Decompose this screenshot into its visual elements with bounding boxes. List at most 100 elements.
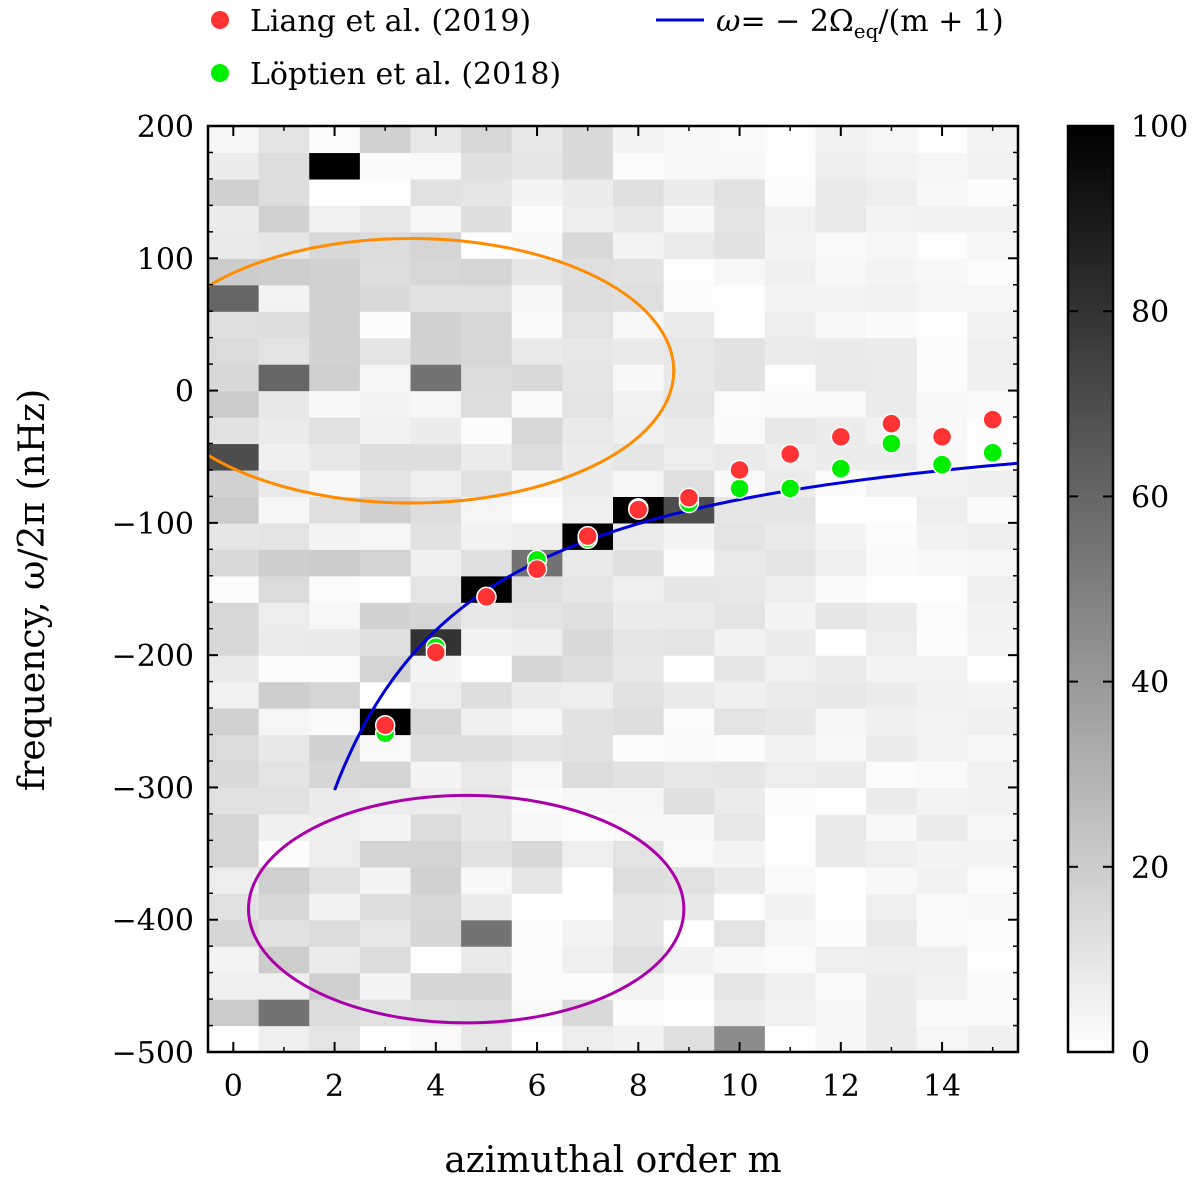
heatmap-cell (714, 205, 766, 233)
heatmap-cell (359, 469, 412, 497)
heatmap-cell (916, 575, 968, 603)
heatmap-cell (208, 655, 260, 683)
heatmap-cell (562, 575, 614, 603)
heatmap-cell (815, 734, 867, 762)
heatmap-cell (714, 681, 766, 709)
heatmap-cell (866, 337, 918, 365)
heatmap-cell (309, 152, 361, 180)
heatmap-cell (258, 681, 310, 709)
heatmap-cell (461, 364, 513, 392)
heatmap-cell (208, 549, 260, 577)
heatmap-cell (461, 919, 513, 947)
heatmap-cell (359, 390, 412, 418)
heatmap-cell (967, 522, 1019, 550)
heatmap-cell (208, 390, 260, 418)
heatmap-cell (410, 866, 462, 894)
heatmap-cell (511, 734, 563, 762)
heatmap-cell (815, 178, 867, 206)
heatmap-cell (258, 893, 310, 921)
liang-point (830, 426, 852, 448)
heatmap-cell (410, 443, 462, 471)
heatmap-cell (815, 866, 867, 894)
heatmap-cell (764, 893, 817, 921)
heatmap-cell (764, 946, 817, 974)
heatmap-cell (764, 734, 817, 762)
liang-point (982, 409, 1003, 430)
heatmap-cell (866, 205, 918, 233)
heatmap-cell (714, 337, 766, 365)
heatmap-cell (967, 364, 1019, 392)
heatmap-cell (208, 602, 260, 630)
heatmap-cell (562, 496, 614, 524)
heatmap-cell (866, 390, 918, 418)
ellipse-retrograde-low (247, 793, 686, 1025)
heatmap-cell (613, 549, 665, 577)
heatmap-cell (764, 866, 817, 894)
heatmap-cell (967, 708, 1019, 736)
heatmap-cell (309, 311, 361, 339)
heatmap-cell (309, 681, 361, 709)
legend: Liang et al. (2019) Löptien et al. (2018… (211, 4, 1004, 92)
heatmap-cell (916, 284, 968, 312)
heatmap-cell (815, 258, 867, 286)
heatmap-cell (815, 813, 867, 841)
heatmap-cell (714, 628, 766, 656)
heatmap-cell (511, 311, 563, 339)
heatmap-cell (663, 681, 715, 709)
heatmap-cell (764, 284, 817, 312)
y-tick-label: −400 (112, 904, 194, 939)
heatmap-cell (967, 602, 1019, 630)
heatmap-cell (511, 681, 563, 709)
heatmap-cell (815, 681, 867, 709)
colorbar-tick-label: 80 (1131, 295, 1169, 330)
heatmap-cell (461, 178, 513, 206)
heatmap-cell (562, 152, 614, 180)
heatmap-cell (410, 919, 462, 947)
heatmap-cell (613, 760, 665, 789)
heatmap-cell (359, 919, 412, 947)
heatmap-cell (764, 813, 817, 841)
heatmap-cell (764, 178, 817, 206)
heatmap-cell (309, 708, 361, 736)
heatmap-cell (663, 628, 715, 656)
x-tick-label: 4 (426, 1069, 445, 1104)
heatmap-cell (410, 708, 462, 736)
heatmap-cell (613, 708, 665, 736)
heatmap-cell (916, 655, 968, 683)
plot-frame (206, 124, 1020, 1054)
heatmap-cell (815, 522, 867, 550)
heatmap-cell (967, 205, 1019, 233)
heatmap-cell (511, 813, 563, 841)
heatmap-cell (764, 602, 817, 630)
heatmap-cell (511, 390, 563, 418)
heatmap-cell (208, 734, 260, 762)
heatmap-cell (916, 972, 968, 1000)
heatmap-cell (511, 522, 563, 550)
heatmap-cell (511, 866, 563, 894)
heatmap-cell (714, 522, 766, 550)
heatmap-cell (359, 178, 412, 206)
heatmap-cell (208, 417, 260, 445)
heatmap-cell (511, 469, 563, 497)
liang-point (425, 642, 447, 663)
legend-marker-loptien (211, 64, 229, 82)
heatmap-cell (714, 813, 766, 841)
heatmap-cell (410, 681, 462, 709)
heatmap-cell (511, 602, 563, 630)
heatmap-cell (511, 258, 563, 286)
heatmap-cell (359, 893, 412, 921)
heatmap-cell (309, 787, 361, 815)
heatmap-cell (815, 840, 867, 868)
heatmap-cell (916, 946, 968, 974)
heatmap-cell (562, 946, 614, 974)
heatmap-cell (764, 628, 817, 656)
liang-point (476, 586, 497, 608)
heatmap-cell (916, 760, 968, 789)
heatmap-cell (764, 152, 817, 180)
liang-point (374, 715, 396, 736)
heatmap-cell (866, 999, 918, 1027)
heatmap-cell (764, 337, 817, 365)
heatmap-cell (258, 734, 310, 762)
heatmap-cell (866, 734, 918, 762)
heatmap-cell (916, 364, 968, 392)
